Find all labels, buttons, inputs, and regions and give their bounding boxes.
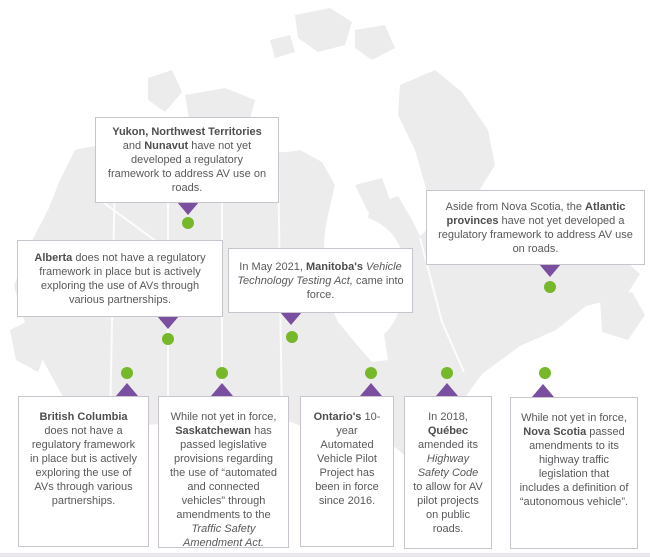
callout-atlantic-text: Aside from Nova Scotia, the Atlantic pro… [438, 200, 633, 255]
arrow-down-icon [539, 264, 561, 277]
newfoundland-island [600, 292, 645, 340]
vancouver-island [10, 320, 48, 372]
map-marker-atlantic-icon [544, 281, 556, 293]
callout-manitoba: In May 2021, Manitoba's Vehicle Technolo… [228, 248, 413, 313]
map-marker-ontario-icon [365, 367, 377, 379]
callout-quebec: In 2018, Québec amended its Highway Safe… [404, 396, 492, 549]
banks-island [148, 70, 182, 112]
callout-alberta-text: Alberta does not have a regulatory frame… [34, 251, 206, 306]
callout-manitoba-text: In May 2021, Manitoba's Vehicle Technolo… [237, 260, 404, 301]
callout-saskatchewan-text: While not yet in force, Saskatchewan has… [169, 411, 277, 549]
baffin-island [398, 70, 495, 228]
callout-atlantic-provinces: Aside from Nova Scotia, the Atlantic pro… [426, 190, 645, 265]
callout-nova-scotia: While not yet in force, Nova Scotia pass… [510, 397, 638, 549]
callout-alberta: Alberta does not have a regulatory frame… [17, 240, 223, 317]
callout-ontario-text: Ontario's 10-year Automated Vehicle Pilo… [313, 411, 381, 507]
arrow-up-icon [436, 383, 458, 396]
map-marker-alberta-icon [162, 333, 174, 345]
ellesmere-island [295, 8, 352, 52]
callout-yukon-nwt-nunavut: Yukon, Northwest Territories and Nunavut… [95, 117, 279, 203]
map-marker-yukon-icon [182, 217, 194, 229]
map-marker-manitoba-icon [286, 331, 298, 343]
callout-ontario: Ontario's 10-year Automated Vehicle Pilo… [300, 396, 394, 547]
devon-island [355, 25, 395, 60]
arrow-up-icon [211, 383, 233, 396]
callout-british-columbia: British Columbia does not have a regulat… [18, 396, 149, 547]
arrow-up-icon [116, 383, 138, 396]
callout-yukon-text: Yukon, Northwest Territories and Nunavut… [107, 126, 267, 194]
callout-bc-text: British Columbia does not have a regulat… [30, 411, 137, 507]
arrow-down-icon [280, 312, 302, 325]
callout-quebec-text: In 2018, Québec amended its Highway Safe… [413, 411, 483, 535]
arrow-up-icon [360, 383, 382, 396]
arctic-islet [270, 35, 295, 58]
bottom-edge-strip [0, 553, 650, 557]
map-marker-bc-icon [121, 367, 133, 379]
callout-nova-scotia-text: While not yet in force, Nova Scotia pass… [519, 412, 629, 508]
map-marker-saskatchewan-icon [216, 367, 228, 379]
southampton-island [355, 178, 390, 212]
callout-saskatchewan: While not yet in force, Saskatchewan has… [158, 396, 289, 549]
map-marker-quebec-icon [441, 367, 453, 379]
arrow-down-icon [157, 316, 179, 329]
arrow-down-icon [177, 202, 199, 215]
map-marker-nova-scotia-icon [539, 367, 551, 379]
arrow-up-icon [532, 384, 554, 397]
